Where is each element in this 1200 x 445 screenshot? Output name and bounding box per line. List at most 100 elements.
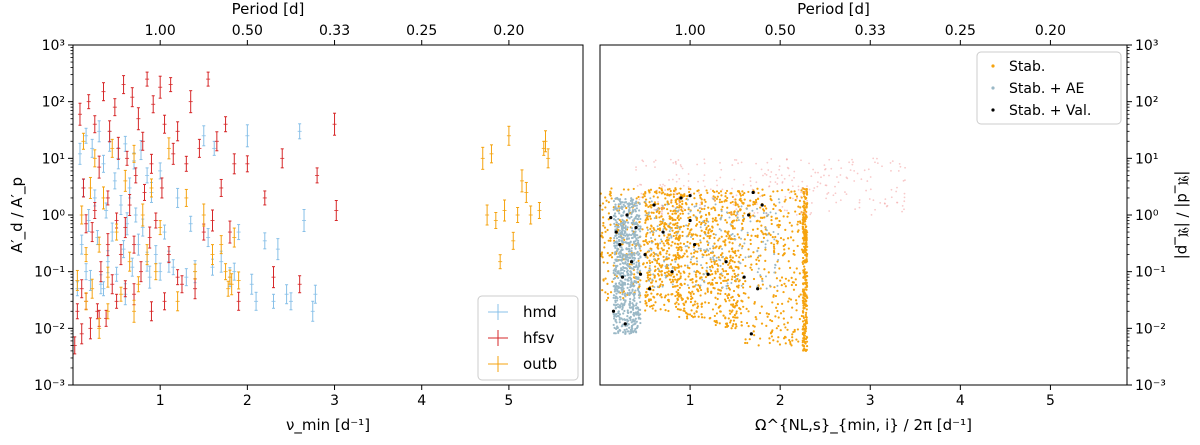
point-stab <box>774 294 778 298</box>
point-stab <box>625 206 628 210</box>
data-point <box>223 116 228 133</box>
point-stab <box>653 201 656 204</box>
point-stab <box>729 258 733 261</box>
data-point <box>105 303 110 320</box>
point-stab-ae <box>617 203 620 206</box>
point-stab <box>690 295 693 298</box>
point-stab <box>804 328 807 331</box>
point-stab <box>694 300 697 303</box>
point-stab-ae <box>614 203 617 206</box>
point-faint <box>639 183 641 186</box>
point-stab <box>802 302 805 305</box>
point-stab <box>602 216 605 219</box>
point-stab-ae <box>619 233 623 236</box>
point-stab <box>732 251 736 254</box>
point-stab <box>695 310 698 313</box>
point-stab <box>797 229 800 232</box>
point-stab <box>667 298 670 301</box>
point-stab <box>732 219 736 222</box>
point-stab <box>721 252 724 255</box>
point-stab <box>649 254 652 257</box>
point-stab <box>656 227 660 231</box>
point-stab <box>654 280 658 283</box>
point-stab <box>655 192 658 195</box>
point-stab <box>729 319 732 322</box>
point-faint <box>884 198 887 201</box>
point-stab <box>663 303 666 306</box>
point-stab-ae <box>612 296 615 299</box>
point-stab-ae <box>617 210 620 213</box>
data-point <box>110 138 115 158</box>
point-stab-ae <box>636 266 640 269</box>
point-stab <box>731 304 734 307</box>
point-faint <box>903 196 906 199</box>
point-stab <box>729 192 732 195</box>
point-stab-ae <box>694 284 697 287</box>
point-faint <box>902 179 905 182</box>
point-stab-ae <box>629 276 632 279</box>
data-point <box>145 71 150 87</box>
data-point <box>90 138 95 158</box>
point-stab <box>724 317 727 320</box>
point-stab <box>762 236 766 239</box>
point-stab <box>645 212 648 215</box>
point-stab <box>770 215 773 218</box>
point-stab <box>797 295 801 298</box>
point-stab-ae <box>624 295 627 298</box>
data-point <box>275 238 280 261</box>
point-stab <box>781 302 784 305</box>
point-faint <box>732 203 735 206</box>
point-stab <box>721 205 724 208</box>
point-faint <box>699 203 701 206</box>
point-stab <box>757 259 761 262</box>
point-stab <box>698 220 701 224</box>
point-faint <box>740 161 743 164</box>
point-stab <box>671 229 674 232</box>
point-stab <box>600 235 603 238</box>
point-stab-ae <box>753 215 756 218</box>
data-point <box>130 87 135 108</box>
point-stab <box>673 189 676 192</box>
point-stab-ae <box>617 222 620 226</box>
point-stab <box>744 264 747 268</box>
point-stab-ae <box>639 235 642 238</box>
point-stab <box>681 230 684 234</box>
point-stab <box>670 281 673 284</box>
point-stab-ae <box>618 329 621 332</box>
point-faint <box>654 166 656 169</box>
point-stab <box>705 228 708 231</box>
point-faint <box>851 158 853 161</box>
point-stab <box>709 234 712 238</box>
point-stab-ae <box>626 226 629 229</box>
point-stab-val <box>638 272 643 276</box>
point-stab-ae <box>736 211 739 214</box>
point-faint <box>812 168 815 171</box>
point-stab-ae <box>612 199 616 203</box>
point-stab-ae <box>720 210 723 213</box>
point-stab <box>649 204 652 207</box>
point-faint <box>749 184 752 187</box>
point-stab <box>654 309 657 312</box>
point-stab <box>733 210 736 213</box>
point-stab <box>681 298 684 301</box>
point-stab <box>730 278 734 281</box>
point-faint <box>793 176 795 179</box>
point-stab <box>712 247 715 250</box>
y-tick-label: 10⁻³ <box>1135 378 1166 394</box>
point-stab <box>789 298 793 301</box>
point-stab-ae <box>647 249 650 252</box>
data-point <box>114 223 119 241</box>
point-stab <box>792 239 795 242</box>
point-stab <box>639 249 642 252</box>
point-stab <box>756 234 759 237</box>
point-stab <box>677 288 680 292</box>
point-stab-ae <box>617 312 620 315</box>
point-stab <box>607 239 610 242</box>
point-faint <box>786 209 788 212</box>
point-stab <box>676 292 679 295</box>
point-stab-ae <box>622 233 625 237</box>
point-stab-ae <box>740 237 743 240</box>
point-stab <box>687 233 690 236</box>
point-stab-val <box>629 260 634 264</box>
point-stab-ae <box>626 256 629 259</box>
